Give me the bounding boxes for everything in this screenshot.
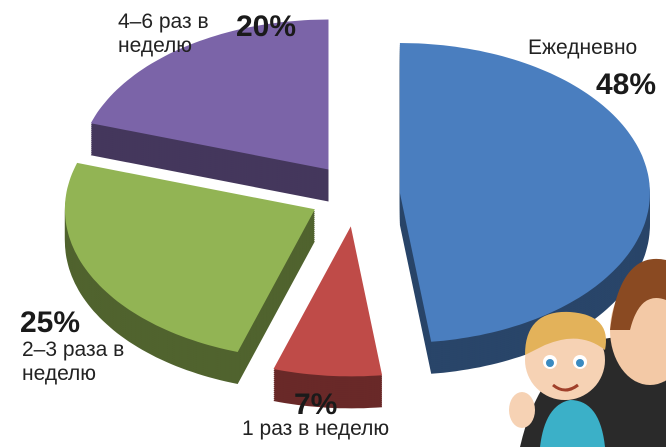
category-label: 2–3 раза в неделю bbox=[22, 338, 125, 385]
category-label: 4–6 раз в неделю bbox=[118, 10, 209, 57]
illustration bbox=[509, 258, 666, 447]
slice bbox=[64, 162, 315, 352]
slice bbox=[90, 19, 329, 170]
value-label: 25% bbox=[20, 306, 81, 339]
category-label: 1 раз в неделю bbox=[242, 417, 390, 440]
value-label: 20% bbox=[236, 10, 297, 43]
slice bbox=[273, 226, 383, 377]
slice bbox=[64, 162, 315, 384]
slice bbox=[273, 226, 383, 409]
slice bbox=[399, 43, 650, 374]
slice bbox=[90, 19, 329, 202]
slice bbox=[399, 43, 650, 342]
category-label: Ежедневно bbox=[528, 36, 638, 59]
value-label: 7% bbox=[294, 388, 338, 421]
value-label: 48% bbox=[596, 68, 657, 101]
